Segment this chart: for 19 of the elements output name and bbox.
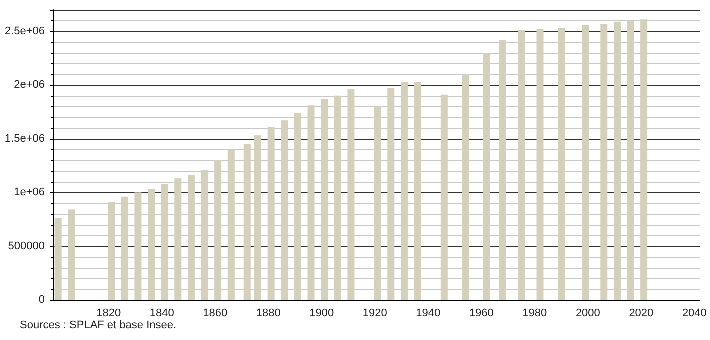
y-tick-label: 2.5e+06 <box>4 25 45 38</box>
y-tick-label: 1.5e+06 <box>4 132 45 145</box>
x-tick-label: 1960 <box>469 308 494 320</box>
x-tick-label: 2020 <box>629 308 654 320</box>
x-tick-label: 1980 <box>522 308 548 320</box>
y-tick-label: 500000 <box>8 240 45 252</box>
x-tick-label: 1940 <box>416 308 441 320</box>
y-tick-label: 1e+06 <box>14 186 45 199</box>
x-tick-label: 2000 <box>576 308 600 320</box>
x-tick-label: 1920 <box>362 308 388 320</box>
x-tick-label: 2040 <box>682 308 707 320</box>
source-note: Sources : SPLAF et base Insee. <box>20 320 177 332</box>
y-tick-label: 2e+06 <box>14 79 45 92</box>
x-tick-label: 1900 <box>310 308 334 320</box>
x-tick-label: 1880 <box>256 308 281 320</box>
x-tick-label: 1820 <box>96 308 122 320</box>
x-tick-label: 1840 <box>150 308 174 320</box>
x-tick-label: 1860 <box>203 308 228 320</box>
y-tick-label: 0 <box>38 294 45 306</box>
